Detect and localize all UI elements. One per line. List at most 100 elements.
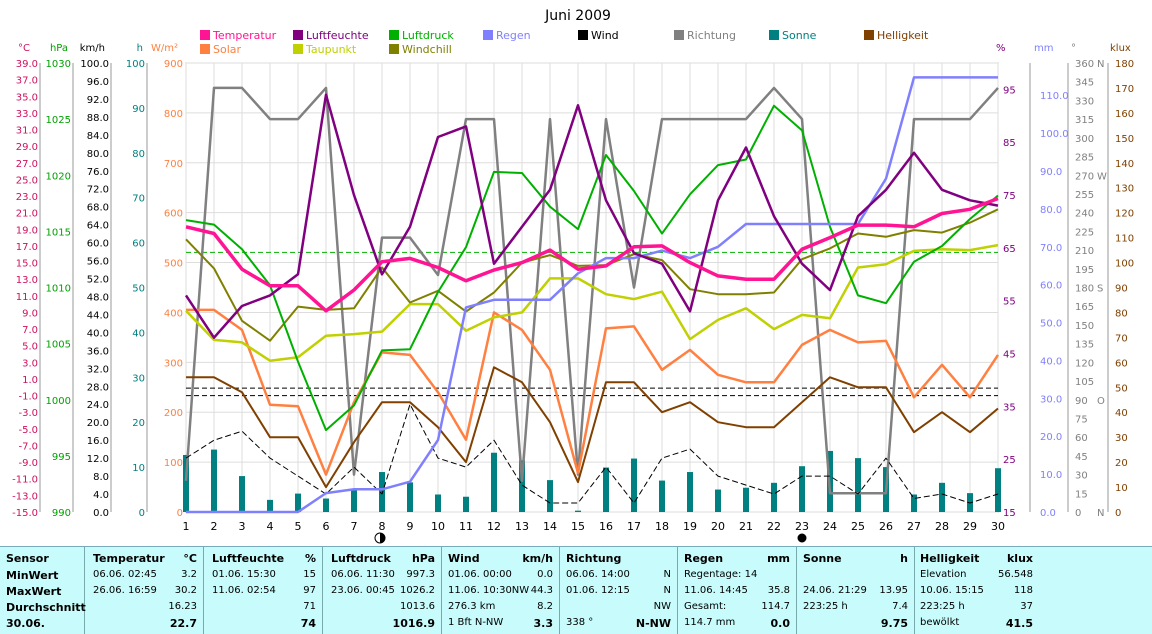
axis-tick-rain: 70.0: [1040, 243, 1062, 254]
axis-tick-wind: 0.0: [93, 508, 109, 519]
axis-tick-rain: 100.0: [1040, 129, 1069, 140]
sun-bar: [435, 494, 441, 512]
axis-tick-temp: -3.0: [18, 408, 38, 419]
axis-tick-sun: 40: [132, 328, 145, 339]
stats-col-luftfeuchte: Luftfeuchte % 01.06. 15:30 15 11.06. 02:…: [204, 547, 323, 634]
luftfeuchte-avg: 71: [303, 601, 316, 612]
sonne-total: 223:25 h: [803, 601, 848, 612]
x-tick-label: 14: [543, 520, 557, 533]
sonne-title: Sonne: [803, 552, 842, 565]
luftdruck-min-time: 06.06. 11:30: [331, 569, 395, 580]
luftfeuchte-title: Luftfeuchte: [212, 552, 285, 565]
richtung-max: N: [663, 585, 671, 596]
sun-bar: [687, 472, 693, 512]
legend-label-regen: Regen: [496, 29, 531, 42]
axis-tick-temp: -7.0: [18, 441, 38, 452]
temperatur-max-time: 26.06. 16:59: [93, 585, 157, 596]
helligkeit-title: Helligkeit: [920, 552, 980, 565]
axis-tick-rain: 10.0: [1040, 470, 1062, 481]
sonne-max: 13.95: [879, 585, 908, 596]
axis-tick-press: 1000: [46, 396, 71, 407]
sun-bar: [519, 460, 525, 512]
sun-bar: [211, 449, 217, 512]
axis-tick-sun: 60: [132, 239, 145, 250]
axis-tick-dir: 345: [1075, 78, 1094, 89]
axis-tick-lux: 90: [1115, 284, 1128, 295]
axis-tick-press: 1015: [46, 227, 71, 238]
luftdruck-max-time: 23.06. 00:45: [331, 585, 395, 596]
stats-col-wind: Wind km/h 01.06. 00:00 0.0 11.06. 10:30N…: [442, 547, 560, 634]
axis-tick-solar: 200: [164, 408, 183, 419]
legend-swatch-sonne: [769, 30, 779, 40]
series-line-taupunkt: [185, 243, 999, 362]
axis-tick-solar: 400: [164, 308, 183, 319]
axis-compass-letter: W: [1097, 171, 1107, 182]
helligkeit-current: 41.5: [1005, 617, 1033, 630]
axis-tick-lux: 180: [1115, 59, 1134, 70]
sun-bar: [995, 468, 1001, 512]
axis-tick-sun: 80: [132, 149, 145, 160]
x-tick-label: 15: [571, 520, 585, 533]
x-tick-label: 1: [183, 520, 190, 533]
axis-tick-press: 990: [52, 508, 71, 519]
axis-tick-dir: 135: [1075, 340, 1094, 351]
axis-tick-solar: 300: [164, 358, 183, 369]
axis-tick-temp: 11.0: [16, 292, 38, 303]
legend-swatch-luftdruck: [389, 30, 399, 40]
grid: [185, 62, 999, 513]
axis-tick-wind: 28.0: [87, 382, 109, 393]
axis-tick-wind: 96.0: [87, 77, 109, 88]
axis-tick-lux: 120: [1115, 209, 1134, 220]
axis-tick-temp: 23.0: [16, 192, 38, 203]
axis-tick-dir: 195: [1075, 265, 1094, 276]
axis-tick-dir: 150: [1075, 321, 1094, 332]
axis-tick-rain: 30.0: [1040, 394, 1062, 405]
sun-bar: [575, 510, 581, 512]
x-tick-label: 10: [431, 520, 445, 533]
legend-label-temperatur: Temperatur: [212, 29, 277, 42]
axis-tick-dir: 255: [1075, 190, 1094, 201]
axis-tick-hum: 35: [1003, 402, 1016, 413]
regen-unit: mm: [767, 552, 790, 565]
axis-tick-wind: 40.0: [87, 328, 109, 339]
x-tick-label: 25: [851, 520, 865, 533]
legend-swatch-taupunkt: [293, 44, 303, 54]
regen-current: 0.0: [770, 617, 791, 630]
axis-tick-rain: 40.0: [1040, 356, 1062, 367]
axis-tick-hum: 25: [1003, 455, 1016, 466]
axis-tick-hum: 65: [1003, 244, 1016, 255]
luftdruck-min: 997.3: [406, 569, 435, 580]
stats-col-sensor: Sensor MinWert MaxWert Durchschnitt 30.0…: [0, 547, 86, 634]
axis-tick-temp: -5.0: [18, 425, 38, 436]
luftdruck-avg: 1013.6: [400, 601, 435, 612]
wind-distance: 276.3 km: [448, 601, 496, 612]
x-tick-label: 6: [323, 520, 330, 533]
axis-tick-sun: 50: [132, 284, 145, 295]
series-line-luftdruck: [185, 104, 999, 432]
axis-tick-solar: 700: [164, 159, 183, 170]
axis-tick-hum: 95: [1003, 85, 1016, 96]
axis-unit-press: hPa: [50, 43, 68, 54]
axis-tick-press: 1005: [46, 340, 71, 351]
x-tick-label: 21: [739, 520, 753, 533]
axis-tick-dir: 90: [1075, 396, 1088, 407]
helligkeit-unit: klux: [1006, 552, 1033, 565]
legend-label-wind: Wind: [591, 29, 619, 42]
sun-bar: [183, 454, 189, 512]
axis-tick-wind: 88.0: [87, 113, 109, 124]
sun-bar: [603, 467, 609, 512]
x-tick-label: 30: [991, 520, 1005, 533]
luftdruck-unit: hPa: [411, 552, 435, 565]
axis-tick-temp: 1.0: [22, 375, 38, 386]
axis-tick-dir: 165: [1075, 302, 1094, 313]
stats-row-avg: Durchschnitt: [6, 601, 86, 614]
axis-tick-dir: 240: [1075, 209, 1094, 220]
axis-tick-wind: 84.0: [87, 131, 109, 142]
x-tick-label: 23: [795, 520, 809, 533]
sonne-unit: h: [900, 552, 908, 565]
legend-swatch-luftfeuchte: [293, 30, 303, 40]
axis-unit-solar: W/m²: [151, 43, 178, 54]
axis-tick-solar: 900: [164, 59, 183, 70]
axis-tick-lux: 160: [1115, 109, 1134, 120]
legend-swatch-temperatur: [200, 30, 210, 40]
